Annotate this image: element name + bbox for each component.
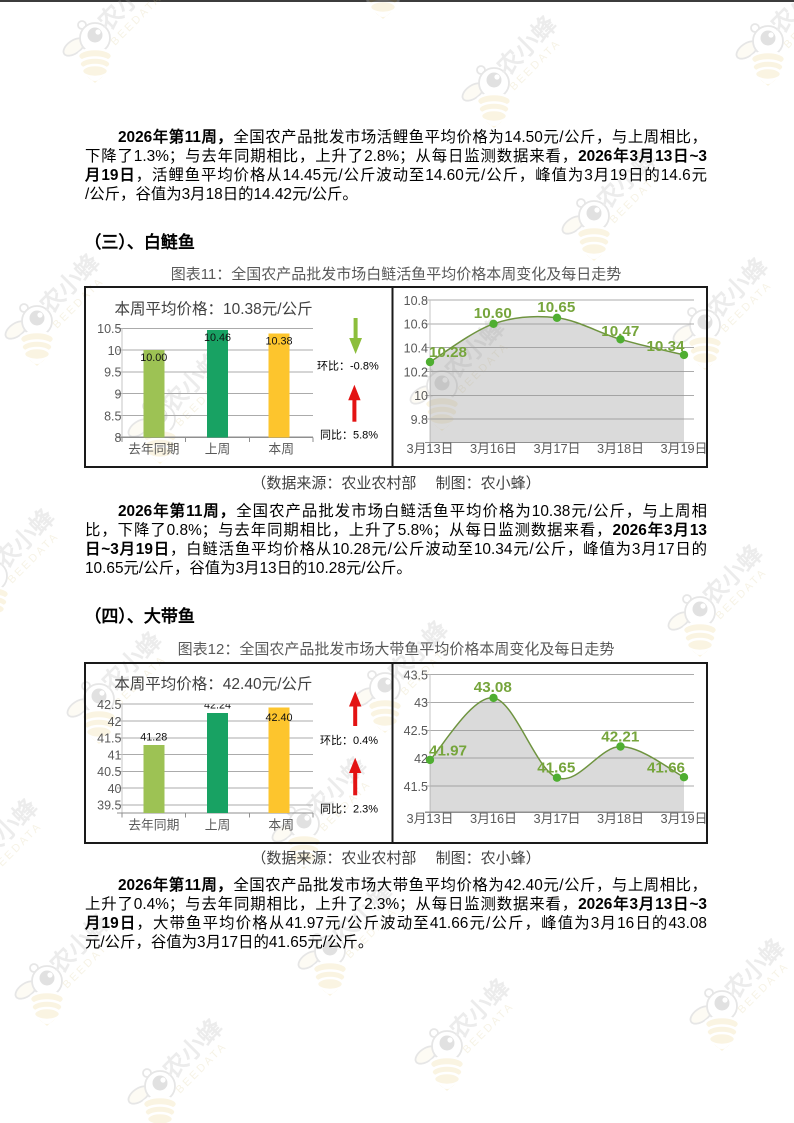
svg-text:3月17日: 3月17日 [534,811,581,826]
svg-text:9.8: 9.8 [411,413,428,427]
svg-text:43.08: 43.08 [474,679,512,696]
svg-text:3月18日: 3月18日 [597,811,644,826]
svg-text:42.5: 42.5 [404,724,428,738]
svg-text:3月13日: 3月13日 [407,441,454,456]
svg-text:40.5: 40.5 [97,765,121,779]
svg-text:本周: 本周 [268,817,294,832]
svg-text:去年同期: 去年同期 [128,442,179,457]
svg-text:10: 10 [108,344,122,358]
svg-text:上周: 上周 [205,442,231,457]
svg-text:10.6: 10.6 [404,318,428,332]
svg-text:42.5: 42.5 [97,698,121,712]
svg-text:41.97: 41.97 [429,743,467,760]
svg-text:10.38: 10.38 [265,336,292,348]
svg-text:10.47: 10.47 [601,323,639,340]
svg-text:41.66: 41.66 [647,760,685,777]
svg-text:3月19日: 3月19日 [661,811,708,826]
svg-text:10.34: 10.34 [646,338,685,355]
svg-text:环比：0.4%: 环比：0.4% [320,734,378,747]
svg-text:环比：-0.8%: 环比：-0.8% [317,360,379,373]
svg-text:3月16日: 3月16日 [470,441,517,456]
svg-text:10.00: 10.00 [140,352,167,364]
svg-text:9.5: 9.5 [104,366,121,380]
svg-text:42.40: 42.40 [265,712,292,724]
svg-text:3月17日: 3月17日 [534,441,581,456]
svg-text:41.5: 41.5 [97,732,121,746]
svg-text:10.28: 10.28 [429,344,467,361]
svg-text:10.4: 10.4 [404,342,428,356]
svg-text:上周: 上周 [205,817,231,832]
svg-text:10.65: 10.65 [537,299,576,316]
svg-text:43.5: 43.5 [404,668,428,682]
svg-text:3月19日: 3月19日 [661,441,708,456]
svg-text:39.5: 39.5 [97,799,121,813]
svg-text:8.5: 8.5 [104,409,121,423]
svg-text:41.28: 41.28 [140,731,167,743]
svg-text:3月16日: 3月16日 [470,811,517,826]
svg-text:42: 42 [414,752,428,766]
svg-text:10: 10 [414,389,428,403]
svg-text:43: 43 [414,696,428,710]
svg-text:10.5: 10.5 [97,322,121,336]
svg-text:10.2: 10.2 [404,365,428,379]
svg-text:10.46: 10.46 [204,332,231,344]
svg-text:本周: 本周 [268,442,294,457]
svg-text:3月18日: 3月18日 [597,441,644,456]
svg-text:8: 8 [115,431,122,445]
svg-text:42: 42 [108,715,122,729]
svg-text:40: 40 [108,782,122,796]
svg-text:42.21: 42.21 [601,729,640,746]
svg-text:10.60: 10.60 [474,305,512,322]
svg-text:9: 9 [115,388,122,402]
svg-text:10.8: 10.8 [404,294,428,308]
svg-text:41: 41 [108,748,122,762]
svg-text:41.5: 41.5 [404,780,428,794]
svg-text:同比：5.8%: 同比：5.8% [320,429,378,442]
svg-text:去年同期: 去年同期 [128,817,179,832]
svg-text:同比：2.3%: 同比：2.3% [320,802,378,815]
svg-text:41.65: 41.65 [537,760,576,777]
svg-text:42.24: 42.24 [204,699,231,711]
svg-text:3月13日: 3月13日 [407,811,454,826]
